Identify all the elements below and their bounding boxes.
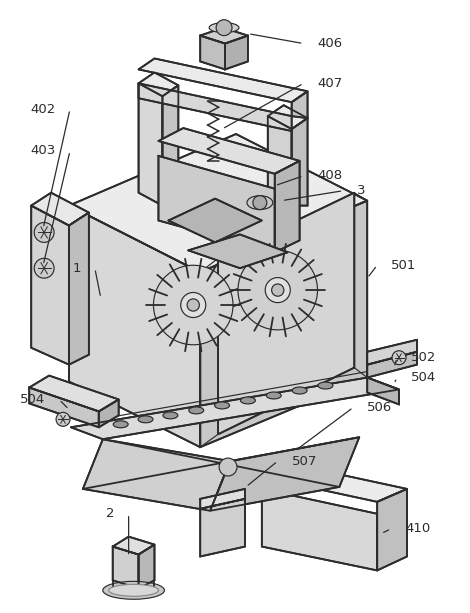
Ellipse shape bbox=[113, 421, 128, 428]
Polygon shape bbox=[367, 352, 417, 378]
Polygon shape bbox=[268, 116, 292, 205]
Polygon shape bbox=[99, 400, 119, 427]
Text: 504: 504 bbox=[411, 371, 436, 384]
Polygon shape bbox=[69, 213, 89, 365]
Ellipse shape bbox=[241, 397, 255, 404]
Ellipse shape bbox=[266, 392, 281, 399]
Polygon shape bbox=[31, 205, 69, 365]
Circle shape bbox=[392, 351, 406, 365]
Text: 501: 501 bbox=[391, 259, 416, 272]
Polygon shape bbox=[200, 499, 245, 557]
Polygon shape bbox=[367, 378, 399, 405]
Polygon shape bbox=[268, 105, 307, 129]
Ellipse shape bbox=[292, 387, 307, 394]
Text: 2: 2 bbox=[106, 508, 115, 520]
Polygon shape bbox=[163, 85, 178, 205]
Text: 408: 408 bbox=[318, 169, 343, 182]
Polygon shape bbox=[200, 489, 245, 509]
Text: 504: 504 bbox=[20, 393, 45, 406]
Polygon shape bbox=[225, 36, 248, 69]
Text: 410: 410 bbox=[405, 522, 430, 535]
Text: 407: 407 bbox=[318, 77, 343, 90]
Text: 1: 1 bbox=[72, 262, 81, 275]
Ellipse shape bbox=[103, 581, 164, 600]
Polygon shape bbox=[139, 83, 163, 205]
Text: 506: 506 bbox=[367, 401, 392, 414]
Polygon shape bbox=[262, 489, 377, 571]
Ellipse shape bbox=[138, 416, 153, 423]
Circle shape bbox=[216, 20, 232, 36]
Polygon shape bbox=[200, 36, 225, 69]
Polygon shape bbox=[367, 340, 417, 365]
Polygon shape bbox=[139, 58, 307, 102]
Polygon shape bbox=[262, 464, 407, 502]
Polygon shape bbox=[200, 28, 248, 44]
Circle shape bbox=[181, 292, 206, 318]
Polygon shape bbox=[292, 118, 307, 205]
Circle shape bbox=[34, 223, 54, 242]
Polygon shape bbox=[200, 200, 367, 447]
Text: 406: 406 bbox=[318, 37, 343, 50]
Circle shape bbox=[265, 278, 290, 303]
Polygon shape bbox=[158, 128, 299, 174]
Polygon shape bbox=[139, 544, 155, 588]
Polygon shape bbox=[113, 536, 155, 555]
Polygon shape bbox=[377, 489, 407, 571]
Ellipse shape bbox=[209, 23, 239, 32]
Circle shape bbox=[34, 258, 54, 278]
Ellipse shape bbox=[318, 382, 333, 389]
Polygon shape bbox=[168, 199, 262, 242]
Polygon shape bbox=[158, 156, 275, 253]
Polygon shape bbox=[29, 376, 119, 411]
Circle shape bbox=[154, 265, 233, 345]
Text: 507: 507 bbox=[292, 455, 317, 468]
Ellipse shape bbox=[189, 407, 204, 414]
Ellipse shape bbox=[109, 584, 158, 596]
Polygon shape bbox=[188, 234, 288, 268]
Polygon shape bbox=[113, 547, 139, 588]
Polygon shape bbox=[69, 134, 367, 272]
Circle shape bbox=[253, 196, 267, 210]
Text: 502: 502 bbox=[411, 351, 436, 364]
Polygon shape bbox=[83, 439, 230, 511]
Circle shape bbox=[56, 413, 70, 426]
Polygon shape bbox=[210, 437, 359, 511]
Ellipse shape bbox=[215, 402, 229, 409]
Circle shape bbox=[272, 284, 284, 296]
Polygon shape bbox=[71, 378, 399, 439]
Polygon shape bbox=[139, 72, 178, 96]
Polygon shape bbox=[69, 205, 200, 447]
Polygon shape bbox=[29, 387, 99, 427]
Circle shape bbox=[187, 299, 199, 311]
Ellipse shape bbox=[247, 196, 273, 210]
Circle shape bbox=[219, 458, 237, 476]
Polygon shape bbox=[292, 91, 307, 118]
Polygon shape bbox=[218, 192, 354, 434]
Text: 3: 3 bbox=[357, 184, 366, 197]
Text: 402: 402 bbox=[31, 102, 56, 116]
Ellipse shape bbox=[163, 412, 178, 419]
Circle shape bbox=[238, 250, 318, 330]
Text: 403: 403 bbox=[31, 145, 56, 158]
Polygon shape bbox=[275, 161, 299, 253]
Polygon shape bbox=[139, 83, 292, 131]
Polygon shape bbox=[31, 192, 89, 226]
